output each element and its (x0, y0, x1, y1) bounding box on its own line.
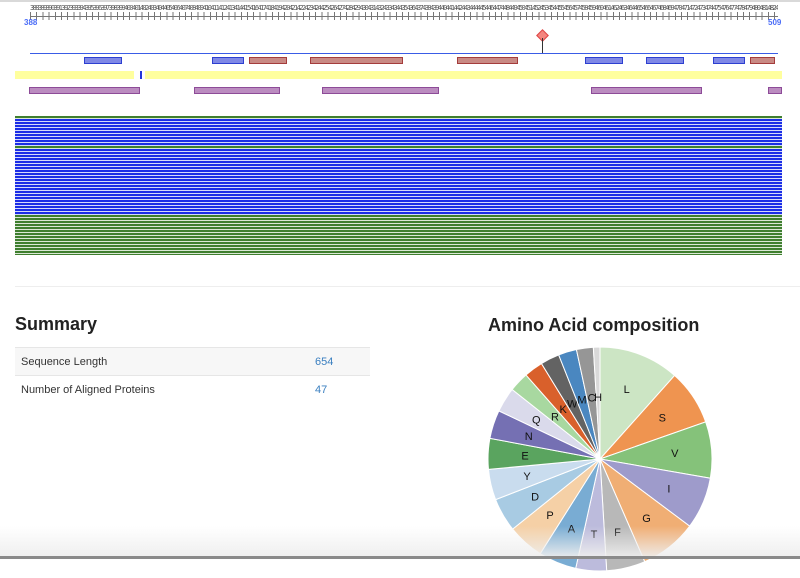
alignment-row-group[interactable] (15, 149, 782, 215)
site-feature[interactable] (140, 71, 142, 79)
region-feature[interactable] (15, 71, 134, 79)
top-border (0, 0, 800, 2)
summary-value[interactable]: 654 (315, 355, 334, 368)
pie-label: C (588, 393, 596, 405)
pie-label: H (594, 392, 602, 404)
motif-feature[interactable] (768, 87, 782, 94)
pie-label: I (667, 484, 670, 496)
pie-label: Y (523, 471, 531, 483)
domain-feature[interactable] (750, 57, 775, 64)
summary-row-sequence-length: Sequence Length 654 (15, 348, 370, 376)
summary-label: Sequence Length (21, 355, 108, 368)
ruler-end-position: 509 (768, 18, 782, 27)
ruler-axis (30, 16, 778, 17)
alignment-row-group[interactable] (15, 119, 782, 146)
pie-label: W (567, 399, 578, 411)
pie-label: S (659, 412, 666, 424)
pie-slice-H[interactable] (592, 346, 601, 460)
position-ruler[interactable]: 3883893903913923933943953963973983994004… (30, 4, 778, 24)
pie-slice-L[interactable] (599, 346, 676, 461)
region-feature[interactable] (145, 71, 782, 79)
motif-feature[interactable] (29, 87, 140, 94)
composition-heading: Amino Acid composition (488, 315, 700, 335)
pie-label: P (546, 510, 553, 522)
domain-feature[interactable] (249, 57, 287, 64)
pie-label: V (671, 448, 679, 460)
pie-label: A (568, 523, 576, 535)
variant-marker-stem (542, 38, 543, 53)
pie-label: R (551, 411, 559, 423)
ruler-start-position: 388 (24, 18, 38, 27)
domain-feature[interactable] (310, 57, 403, 64)
pie-label: F (614, 527, 621, 539)
pie-label: N (525, 431, 533, 443)
bottom-bar (0, 556, 800, 559)
alignment-row-group[interactable] (15, 116, 782, 119)
summary-table: Sequence Length 654 Number of Aligned Pr… (15, 347, 370, 403)
domain-feature[interactable] (457, 57, 518, 64)
domain-feature[interactable] (212, 57, 244, 64)
summary-value[interactable]: 47 (315, 383, 328, 396)
motif-feature[interactable] (194, 87, 280, 94)
summary-row-aligned-proteins: Number of Aligned Proteins 47 (15, 376, 370, 403)
pie-label: Q (532, 414, 541, 426)
summary-label: Number of Aligned Proteins (21, 383, 155, 396)
pie-label: T (591, 529, 598, 541)
pie-label: L (624, 384, 630, 396)
alignment-row-group[interactable] (15, 215, 782, 255)
sequence-line (30, 53, 778, 54)
pie-label: E (521, 451, 528, 463)
pie-label: D (531, 492, 539, 504)
domain-feature[interactable] (585, 57, 623, 64)
pie-label: K (559, 404, 567, 416)
section-divider (15, 286, 800, 287)
domain-feature[interactable] (646, 57, 684, 64)
motif-feature[interactable] (322, 87, 439, 94)
domain-feature[interactable] (713, 57, 745, 64)
alignment-row-group[interactable] (15, 146, 782, 149)
summary-heading: Summary (15, 314, 98, 334)
pie-label: M (577, 395, 586, 407)
pie-label: G (642, 513, 651, 525)
ruler-tick-labels: 3883893903913923933943953963973983994004… (30, 4, 778, 12)
motif-feature[interactable] (591, 87, 702, 94)
domain-feature[interactable] (84, 57, 122, 64)
